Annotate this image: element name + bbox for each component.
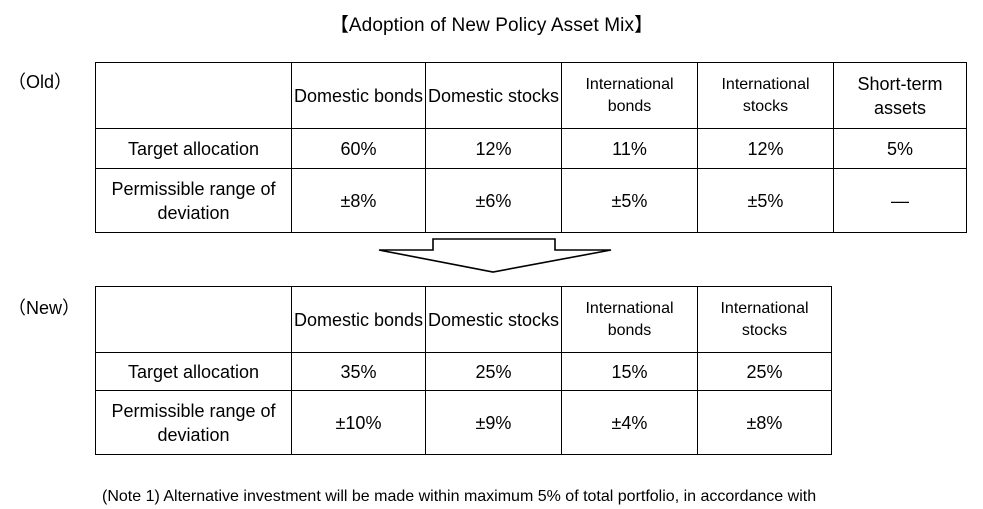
new-allocation-table: Domestic bonds Domestic stocks Internati… [95, 286, 832, 455]
old-allocation-table: Domestic bonds Domestic stocks Internati… [95, 62, 967, 233]
table-header-row: Domestic bonds Domestic stocks Internati… [95, 62, 967, 129]
page-title: 【Adoption of New Policy Asset Mix】 [329, 15, 654, 36]
column-header: Short-term assets [833, 62, 967, 129]
new-section-label: （New） [8, 298, 81, 318]
table-cell: 60% [291, 128, 426, 169]
table-cell: 25% [697, 352, 832, 391]
row-label: Permissible range of deviation [95, 390, 292, 455]
table-row: Target allocation 60% 12% 11% 12% 5% [95, 128, 967, 169]
column-header: Domestic stocks [425, 286, 562, 353]
row-label: Permissible range of deviation [95, 168, 292, 233]
table-cell: 15% [561, 352, 698, 391]
old-section-label: （Old） [8, 72, 73, 92]
corner-cell [95, 286, 292, 353]
column-header: Domestic bonds [291, 62, 426, 129]
table-cell: ±10% [291, 390, 426, 455]
table-cell: ±4% [561, 390, 698, 455]
column-header: Domestic stocks [425, 62, 562, 129]
down-arrow-icon [378, 238, 612, 273]
table-row: Permissible range of deviation ±8% ±6% ±… [95, 168, 967, 233]
table-cell: 35% [291, 352, 426, 391]
row-label: Target allocation [95, 352, 292, 391]
table-row: Permissible range of deviation ±10% ±9% … [95, 390, 832, 455]
table-row: Target allocation 35% 25% 15% 25% [95, 352, 832, 391]
table-cell: — [833, 168, 967, 233]
table-cell: 12% [697, 128, 834, 169]
column-header: International bonds [561, 62, 698, 129]
table-cell: ±9% [425, 390, 562, 455]
column-header: International bonds [561, 286, 698, 353]
column-header: Domestic bonds [291, 286, 426, 353]
table-cell: 5% [833, 128, 967, 169]
column-header: International stocks [697, 286, 832, 353]
table-cell: 11% [561, 128, 698, 169]
table-cell: ±8% [697, 390, 832, 455]
footnote: (Note 1) Alternative investment will be … [102, 488, 817, 505]
table-cell: ±8% [291, 168, 426, 233]
column-header: International stocks [697, 62, 834, 129]
corner-cell [95, 62, 292, 129]
row-label: Target allocation [95, 128, 292, 169]
table-cell: ±5% [697, 168, 834, 233]
table-cell: 12% [425, 128, 562, 169]
table-header-row: Domestic bonds Domestic stocks Internati… [95, 286, 832, 353]
table-cell: ±5% [561, 168, 698, 233]
table-cell: ±6% [425, 168, 562, 233]
table-cell: 25% [425, 352, 562, 391]
